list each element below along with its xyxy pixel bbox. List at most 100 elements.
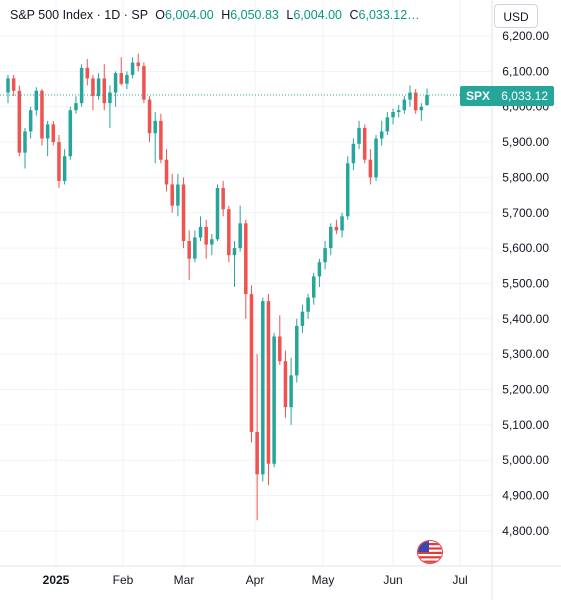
candle-body <box>261 301 265 475</box>
currency-button[interactable]: USD <box>494 4 538 28</box>
candle-body <box>408 92 412 100</box>
y-tick-label: 5,400.00 <box>502 312 549 326</box>
candle-body <box>74 103 78 111</box>
candle-body <box>193 237 197 259</box>
candle-body <box>306 297 310 312</box>
candle-body <box>289 375 293 408</box>
candle-body <box>113 73 118 93</box>
open-value: 6,004.00 <box>165 8 214 22</box>
x-tick-label: Jun <box>383 573 402 587</box>
candle-body <box>362 127 367 160</box>
candle-body <box>317 262 322 277</box>
y-tick-label: 5,200.00 <box>502 383 549 397</box>
candle-body <box>23 131 27 153</box>
candle-body <box>215 188 220 240</box>
candle-body <box>244 223 248 295</box>
candle-body <box>130 62 135 75</box>
candle-body <box>374 138 378 178</box>
candle-body <box>159 120 163 160</box>
candle-body <box>249 294 254 432</box>
candle-body <box>187 241 191 259</box>
x-tick-label: May <box>312 573 335 587</box>
candle-body <box>62 156 67 181</box>
candle-body <box>147 99 152 134</box>
candle-body <box>108 92 112 104</box>
symbol-legend: S&P 500 Index · 1D · SP O6,004.00 H6,050… <box>10 8 420 22</box>
candle-body <box>272 336 276 464</box>
candle-body <box>227 209 231 256</box>
symbol-title: S&P 500 Index · 1D · SP <box>10 8 148 22</box>
candle-body <box>391 112 395 118</box>
candle-body <box>328 226 333 249</box>
y-tick-label: 6,200.00 <box>502 29 549 43</box>
price-tag-value: 6,033.12 <box>501 89 548 103</box>
candle-body <box>351 143 356 164</box>
candle-body <box>176 184 180 206</box>
candle-body <box>51 124 56 143</box>
y-tick-label: 5,900.00 <box>502 135 549 149</box>
y-tick-label: 4,900.00 <box>502 489 549 503</box>
candle-body <box>266 301 271 464</box>
last-price-tag: SPX 6,033.12 <box>460 86 554 106</box>
y-tick-label: 5,100.00 <box>502 418 549 432</box>
candle-body <box>102 78 107 104</box>
candle-body <box>204 226 208 245</box>
candle-body <box>255 431 259 475</box>
candle-body <box>419 106 424 111</box>
candle-body <box>283 361 288 408</box>
candle-body <box>40 90 44 139</box>
y-tick-label: 4,800.00 <box>502 524 549 538</box>
candle-body <box>323 248 327 263</box>
candle-body <box>238 223 242 249</box>
y-tick-label: 5,700.00 <box>502 206 549 220</box>
candle-body <box>345 163 350 217</box>
x-tick-label: Jul <box>452 573 467 587</box>
candle-body <box>11 78 16 91</box>
y-tick-label: 5,600.00 <box>502 241 549 255</box>
candle-body <box>312 276 316 298</box>
candle-body <box>232 248 237 256</box>
candle-body <box>136 62 140 67</box>
candle-body <box>278 336 282 362</box>
x-tick-label: 2025 <box>43 573 70 587</box>
candle-body <box>295 325 299 376</box>
y-tick-label: 6,100.00 <box>502 64 549 78</box>
candle-body <box>28 110 33 132</box>
candle-body <box>119 73 123 84</box>
candle-body <box>79 67 84 104</box>
candle-body <box>153 120 157 134</box>
open-label: O <box>155 8 166 22</box>
candle-body <box>142 66 146 100</box>
candle-body <box>300 311 305 326</box>
price-tag-symbol: SPX <box>466 89 491 103</box>
x-tick-label: Mar <box>174 573 195 587</box>
candle-body <box>57 142 61 181</box>
x-tick-label: Feb <box>113 573 134 587</box>
candle-body <box>91 78 95 97</box>
candle-body <box>357 127 361 144</box>
high-value: 6,050.83 <box>230 8 279 22</box>
candle-body <box>340 216 344 231</box>
candle-body <box>6 78 10 93</box>
y-tick-label: 5,300.00 <box>502 347 549 361</box>
candle-body <box>181 184 186 242</box>
candle-body <box>379 131 384 139</box>
candle-body <box>125 74 129 84</box>
candle-body <box>385 117 390 132</box>
close-value: 6,033.12… <box>358 8 420 22</box>
low-label: L <box>286 8 294 22</box>
high-label: H <box>221 8 231 22</box>
candle-body <box>425 95 429 106</box>
candle-body <box>45 124 50 139</box>
candle-body <box>96 78 101 97</box>
y-tick-label: 5,800.00 <box>502 170 549 184</box>
candle-body <box>85 67 90 79</box>
candle-body <box>68 110 73 157</box>
candle-body <box>368 159 373 178</box>
candle-body <box>164 159 169 185</box>
candle-body <box>221 188 225 210</box>
us-flag-icon[interactable] <box>417 540 443 564</box>
candle-body <box>34 90 39 111</box>
